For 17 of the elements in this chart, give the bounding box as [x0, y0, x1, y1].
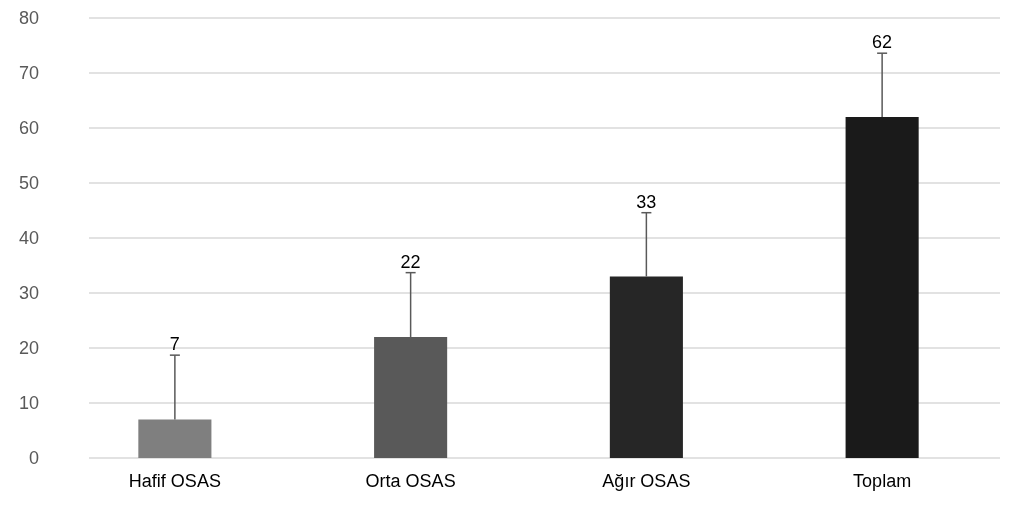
x-tick-label: Ağır OSAS — [602, 471, 691, 491]
x-tick-label: Toplam — [853, 471, 912, 491]
y-tick-label: 0 — [28, 448, 39, 469]
annotation: 62 — [872, 32, 893, 53]
x-tick-label: Orta OSAS — [365, 471, 456, 491]
y-tick-label: 40 — [18, 228, 39, 249]
y-tick-label: 70 — [18, 63, 39, 84]
annotation: 7 — [169, 334, 180, 355]
y-tick-label: 10 — [18, 393, 39, 414]
y-tick-label: 60 — [18, 118, 39, 139]
y-tick-label: 30 — [18, 283, 39, 304]
x-tick-label: Hafif OSAS — [128, 471, 221, 491]
annotation: 33 — [636, 191, 657, 212]
y-tick-label: 80 — [18, 8, 39, 29]
y-tick-label: 50 — [18, 173, 39, 194]
annotation: 22 — [400, 251, 421, 272]
y-tick-label: 20 — [18, 338, 39, 359]
